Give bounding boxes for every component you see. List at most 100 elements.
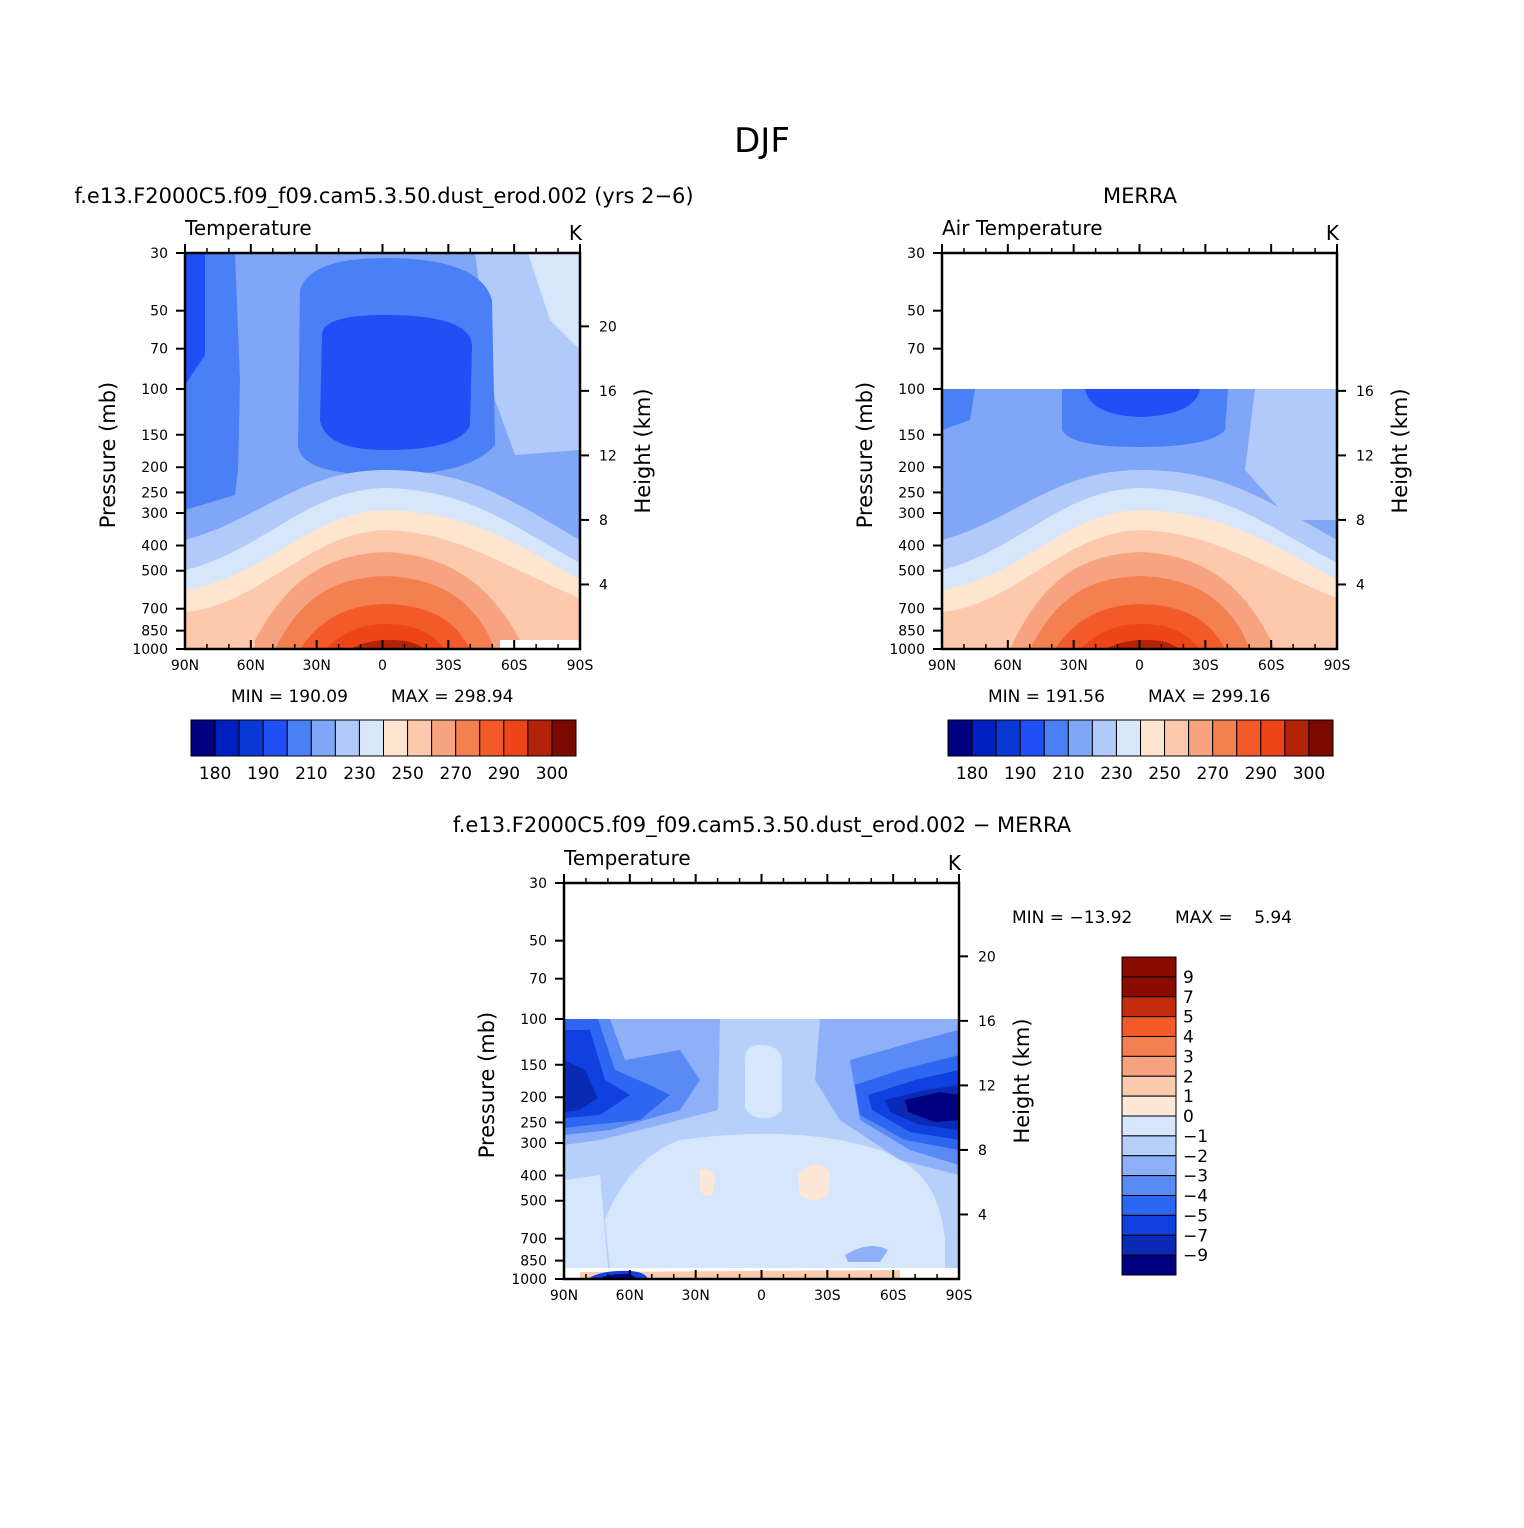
x-tick-label: 90N (928, 658, 956, 674)
units-label: K (1326, 221, 1340, 245)
x-tick-label: 90N (171, 658, 199, 674)
y-tick-label: 150 (520, 1058, 547, 1074)
y-tick-label: 700 (141, 602, 168, 618)
colorbar-box (1236, 719, 1262, 757)
units-label: K (569, 221, 583, 245)
x-tick-label: 60S (880, 1288, 907, 1304)
y-right-tick-label: 4 (1356, 577, 1365, 593)
y-tick-label: 500 (141, 564, 168, 580)
contour-fill (320, 315, 472, 450)
x-tick-label: 30S (1192, 658, 1219, 674)
y-axis-title: Pressure (mb) (96, 382, 120, 529)
y-right-tick-label: 20 (599, 319, 617, 335)
colorbar-box (1121, 1234, 1177, 1256)
variable-label: Temperature (563, 846, 691, 870)
x-tick-label: 60S (1258, 658, 1285, 674)
colorbar-label: 210 (295, 764, 327, 784)
contour-fill (1080, 624, 1200, 649)
colorbar-label: 290 (488, 764, 520, 784)
colorbar-box (995, 719, 1021, 757)
y-tick-label: 30 (529, 876, 547, 892)
colorbar-box (1121, 1016, 1177, 1037)
colorbar-label: −5 (1183, 1206, 1208, 1226)
y-right-tick-label: 12 (599, 448, 617, 464)
colorbar-box (407, 719, 433, 757)
y-right-tick-label: 4 (978, 1207, 987, 1223)
y-tick-label: 200 (898, 460, 925, 476)
colorbar-label: 230 (1100, 764, 1132, 784)
y-right-tick-label: 8 (1356, 513, 1365, 529)
colorbar-label: 270 (1196, 764, 1228, 784)
y-tick-label: 850 (141, 624, 168, 640)
y-tick-label: 500 (898, 564, 925, 580)
colorbar-box (1121, 1214, 1177, 1236)
y-tick-label: 1000 (889, 642, 925, 658)
colorbar-label: 190 (1004, 764, 1036, 784)
x-tick-label: 30N (682, 1288, 710, 1304)
colorbar-box (1212, 719, 1238, 757)
colorbar-box (1140, 719, 1166, 757)
colorbar-label: 0 (1183, 1107, 1194, 1127)
x-tick-label: 60N (237, 658, 265, 674)
colorbar-box (1121, 956, 1177, 978)
colorbar-box (431, 719, 457, 757)
contour-fill (564, 1060, 598, 1112)
contour-fill (350, 640, 425, 649)
y-right-tick-label: 16 (1356, 384, 1374, 400)
y-axis-title: Pressure (mb) (853, 382, 877, 529)
colorbar-box (238, 719, 264, 757)
min-label: MIN = 191.56 (988, 687, 1105, 707)
max-label: MAX = 5.94 (1175, 908, 1292, 928)
colorbar-box (1067, 719, 1093, 757)
y-right-tick-label: 16 (599, 384, 617, 400)
units-label: K (948, 851, 962, 875)
colorbar-label: 290 (1245, 764, 1277, 784)
colorbar-box (947, 719, 973, 757)
colorbar-box (551, 719, 577, 757)
y-tick-label: 70 (150, 342, 168, 358)
contour-fill (942, 389, 975, 430)
x-tick-label: 30N (1060, 658, 1088, 674)
contour-field (564, 1019, 959, 1279)
y-tick-label: 400 (520, 1169, 547, 1185)
panel-title: f.e13.F2000C5.f09_f09.cam5.3.50.dust_ero… (453, 813, 1072, 838)
x-tick-label: 0 (757, 1288, 766, 1304)
colorbar-box (527, 719, 553, 757)
colorbar-box (214, 719, 240, 757)
colorbar-box (1121, 1055, 1177, 1077)
y-right-tick-label: 20 (978, 949, 996, 965)
x-tick-label: 90S (567, 658, 594, 674)
y-tick-label: 100 (520, 1012, 547, 1028)
colorbar-box (1121, 1175, 1177, 1196)
contour-fill (1085, 389, 1200, 417)
colorbar-box (503, 719, 529, 757)
y-tick-label: 250 (898, 485, 925, 501)
y-axis-title: Pressure (mb) (475, 1012, 499, 1159)
colorbar-box (1121, 976, 1177, 998)
y-tick-label: 70 (529, 972, 547, 988)
y-tick-label: 700 (898, 602, 925, 618)
y-tick-label: 300 (141, 506, 168, 522)
contour-fill (185, 253, 205, 385)
y-right-tick-label: 8 (978, 1143, 987, 1159)
contour-fill (845, 1246, 888, 1262)
colorbar-label: 4 (1183, 1028, 1194, 1048)
colorbar-label: 270 (439, 764, 471, 784)
panel-title: f.e13.F2000C5.f09_f09.cam5.3.50.dust_ero… (74, 184, 693, 209)
contour-fill (745, 1045, 782, 1119)
y-tick-label: 850 (898, 624, 925, 640)
min-label: MIN = 190.09 (231, 687, 348, 707)
variable-label: Temperature (184, 216, 312, 240)
colorbar-label: 300 (536, 764, 568, 784)
x-tick-label: 60S (501, 658, 528, 674)
y-right-tick-label: 16 (978, 1014, 996, 1030)
colorbar-label: 230 (343, 764, 375, 784)
y-right-axis-title: Height (km) (1010, 1018, 1034, 1143)
x-tick-label: 90S (946, 1288, 973, 1304)
axes: 90N 60N 30N 0 30S 60S 90S 30 50 70 100 150 200 250 300… (475, 874, 1034, 1304)
y-tick-label: 250 (141, 485, 168, 501)
y-tick-label: 850 (520, 1254, 547, 1270)
panel-title: MERRA (1103, 184, 1178, 208)
colorbar-box (1019, 719, 1045, 757)
